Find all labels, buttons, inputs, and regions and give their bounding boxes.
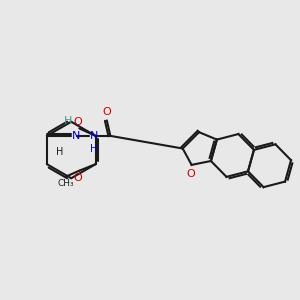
- Text: O: O: [187, 169, 195, 179]
- Text: O: O: [73, 173, 82, 183]
- Text: O: O: [74, 117, 82, 127]
- Text: O: O: [102, 107, 111, 117]
- Text: H: H: [56, 147, 64, 157]
- Text: CH₃: CH₃: [57, 179, 74, 188]
- Text: H: H: [64, 116, 72, 126]
- Text: N: N: [90, 131, 99, 141]
- Text: N: N: [72, 131, 80, 141]
- Text: H: H: [90, 144, 98, 154]
